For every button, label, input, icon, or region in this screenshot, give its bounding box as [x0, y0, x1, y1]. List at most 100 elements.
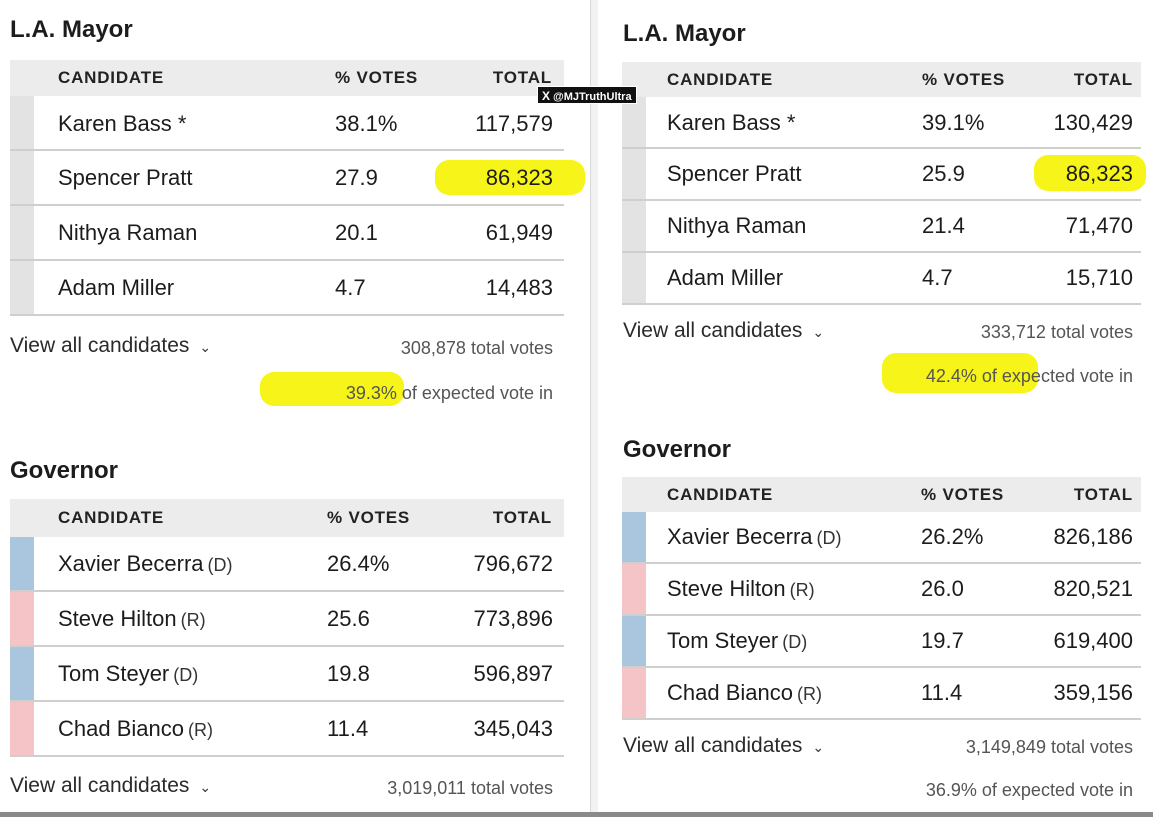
table-row: Adam Miller 4.7 14,483: [10, 261, 564, 316]
party-label: (D): [782, 632, 808, 652]
view-all-label: View all candidates: [623, 319, 803, 342]
candidate-name: Chad Bianco (R): [667, 680, 822, 706]
table-row: Steve Hilton (R) 25.6 773,896: [10, 592, 564, 647]
total-votes: 3,149,849 total votes: [965, 737, 1133, 757]
table-row: Tom Steyer (D) 19.8 596,897: [10, 647, 564, 702]
expected-vote-pct: 42.4% of: [925, 366, 997, 386]
democrat-party-stripe: [10, 647, 34, 700]
table-header: CANDIDATE % VOTES TOTAL: [10, 499, 564, 537]
table-row: Karen Bass * 39.1% 130,429: [622, 97, 1141, 149]
expected-vote-in: 42.4% of expected vote in: [926, 366, 1133, 387]
candidate-name: Adam Miller: [667, 265, 784, 290]
pct-votes: 11.4: [327, 716, 369, 741]
candidate-column-header: CANDIDATE: [667, 70, 774, 89]
candidate-name: Spencer Pratt: [58, 165, 193, 190]
mayor-race-title: L.A. Mayor: [10, 16, 133, 43]
vote-total: 117,579: [475, 111, 553, 136]
party-label: (D): [173, 665, 199, 685]
candidate-name-text: Chad Bianco: [667, 680, 793, 705]
total-votes: 3,019,011 total votes: [387, 778, 553, 798]
vote-total: 359,156: [1053, 680, 1133, 705]
pct-votes: 25.6: [327, 606, 370, 631]
view-all-candidates-link[interactable]: View all candidates ⌄: [10, 774, 211, 798]
view-all-label: View all candidates: [10, 774, 190, 797]
total-votes: 308,878 total votes: [400, 338, 553, 358]
table-row: Chad Bianco (R) 11.4 359,156: [622, 668, 1141, 720]
table-row: Chad Bianco (R) 11.4 345,043: [10, 702, 564, 757]
governor-race-title: Governor: [10, 457, 119, 484]
pct-votes: 20.1: [335, 220, 378, 245]
table-row: Nithya Raman 21.4 71,470: [622, 201, 1141, 253]
view-all-label: View all candidates: [10, 334, 190, 357]
candidate-color-stripe: [10, 261, 34, 314]
candidate-name-text: Tom Steyer: [667, 628, 779, 653]
party-label: (R): [187, 720, 213, 740]
candidate-color-stripe: [622, 253, 646, 303]
x-logo-icon: X: [542, 89, 551, 103]
candidate-name: Adam Miller: [58, 275, 175, 300]
candidate-name-text: Chad Bianco: [58, 716, 184, 741]
vote-total: 71,470: [1065, 213, 1133, 238]
republican-party-stripe: [10, 592, 34, 645]
mayor-race-title: L.A. Mayor: [623, 20, 746, 47]
candidate-name-text: Steve Hilton: [667, 576, 786, 601]
table-row: Tom Steyer (D) 19.7 619,400: [622, 616, 1141, 668]
vote-total: 596,897: [473, 661, 553, 686]
democrat-party-stripe: [10, 537, 34, 590]
highlight-marker: [882, 353, 1038, 393]
pct-votes: 4.7: [335, 275, 366, 300]
candidate-name: Karen Bass *: [667, 110, 796, 135]
expected-vote-label: expected vote in: [996, 366, 1133, 386]
candidate-name: Nithya Raman: [58, 220, 198, 245]
pct-votes: 21.4: [922, 213, 965, 238]
view-all-candidates-link[interactable]: View all candidates ⌄: [10, 334, 211, 358]
vote-total: 773,896: [473, 606, 553, 631]
view-all-label: View all candidates: [623, 734, 803, 757]
pct-votes: 25.9: [922, 161, 965, 186]
republican-party-stripe: [10, 702, 34, 755]
table-row: Xavier Becerra (D) 26.4% 796,672: [10, 537, 564, 592]
pct-votes-column-header: % VOTES: [335, 68, 419, 87]
candidate-name: Xavier Becerra (D): [667, 524, 842, 550]
party-label: (R): [789, 580, 815, 600]
total-column-header: TOTAL: [1073, 485, 1133, 504]
table-row: Steve Hilton (R) 26.0 820,521: [622, 564, 1141, 616]
table-row: Xavier Becerra (D) 26.2% 826,186: [622, 512, 1141, 564]
left-results-panel: L.A. Mayor CANDIDATE % VOTES TOTAL Karen…: [10, 16, 585, 798]
table-row: Karen Bass * 38.1% 117,579: [10, 96, 564, 151]
right-results-panel: L.A. Mayor CANDIDATE % VOTES TOTAL Karen…: [598, 0, 1153, 817]
candidate-name: Tom Steyer (D): [667, 628, 807, 654]
highlight-marker: [435, 160, 585, 195]
vote-total: 86,323: [1065, 161, 1133, 186]
expected-vote-in: 39.3% of expected vote in: [346, 383, 553, 404]
candidate-name-text: Tom Steyer: [58, 661, 170, 686]
pct-votes: 11.4: [921, 680, 963, 705]
expected-vote-in: 36.9% of expected vote in: [925, 780, 1133, 800]
chevron-down-icon: ⌄: [812, 739, 825, 755]
republican-party-stripe: [622, 668, 646, 718]
view-all-candidates-link[interactable]: View all candidates ⌄: [623, 319, 824, 343]
screenshot-divider: [590, 0, 598, 817]
pct-votes-column-header: % VOTES: [921, 485, 1005, 504]
candidate-name: Chad Bianco (R): [58, 716, 213, 742]
vote-total: 130,429: [1053, 110, 1133, 135]
view-all-candidates-link[interactable]: View all candidates ⌄: [623, 734, 824, 758]
table-header: CANDIDATE % VOTES TOTAL: [10, 60, 564, 96]
table-row: Spencer Pratt 25.9 86,323: [622, 149, 1146, 201]
pct-votes: 4.7: [922, 265, 953, 290]
vote-total: 15,710: [1065, 265, 1133, 290]
chevron-down-icon: ⌄: [812, 324, 825, 340]
candidate-column-header: CANDIDATE: [58, 508, 165, 527]
candidate-color-stripe: [622, 97, 646, 147]
candidate-name-text: Steve Hilton: [58, 606, 177, 631]
pct-votes-column-header: % VOTES: [327, 508, 411, 527]
candidate-column-header: CANDIDATE: [667, 485, 774, 504]
table-row: Adam Miller 4.7 15,710: [622, 253, 1141, 305]
vote-total: 61,949: [485, 220, 553, 245]
candidate-color-stripe: [10, 151, 34, 204]
chevron-down-icon: ⌄: [199, 339, 212, 355]
table-header: CANDIDATE % VOTES TOTAL: [622, 62, 1141, 97]
watermark-handle: @MJTruthUltra: [553, 91, 632, 103]
chevron-down-icon: ⌄: [199, 779, 212, 795]
republican-party-stripe: [622, 564, 646, 614]
